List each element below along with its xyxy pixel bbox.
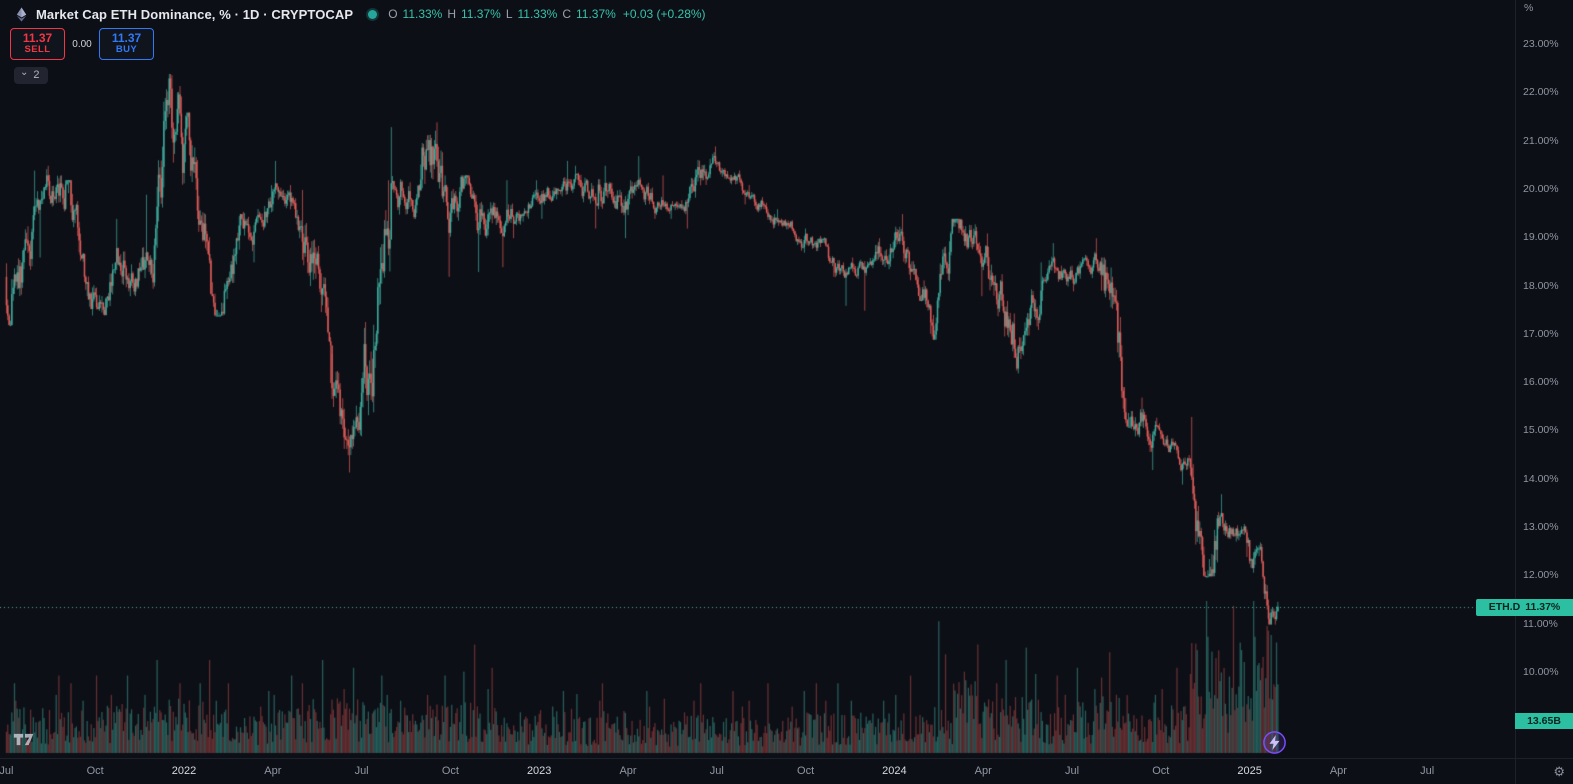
quick-action-lightning-icon[interactable]: [1262, 730, 1287, 755]
price-axis[interactable]: % 23.00% 22.00% 21.00% 20.00% 19.00% 18.00% 17…: [1515, 0, 1573, 758]
time-axis-label: Jul: [0, 765, 14, 777]
price-axis-label: 22.00%: [1523, 86, 1559, 99]
time-axis-label: Jul: [709, 765, 724, 777]
sell-button[interactable]: 11.37 SELL: [10, 28, 65, 60]
time-axis-label: Oct: [441, 765, 459, 777]
sell-label: SELL: [24, 44, 51, 56]
spread-value: 0.00: [72, 38, 92, 50]
tradingview-logo[interactable]: [12, 731, 38, 753]
time-axis-label: Jul: [1064, 765, 1080, 777]
buy-price: 11.37: [111, 31, 142, 46]
price-axis-label: 10.00%: [1523, 665, 1559, 678]
buy-button[interactable]: 11.37 BUY: [99, 28, 154, 60]
last-price-value: 11.37%: [1525, 601, 1561, 614]
time-axis-label: Oct: [86, 765, 104, 777]
ohlc-open-label: O: [388, 7, 398, 21]
time-axis-label: Apr: [264, 765, 282, 777]
ohlc-low-label: L: [505, 7, 513, 21]
ohlc-open-value: 11.33%: [402, 7, 443, 21]
price-axis-label: 21.00%: [1523, 134, 1559, 147]
buy-label: BUY: [115, 44, 138, 56]
ethereum-logo-icon: [14, 6, 29, 22]
indicator-count: 2: [33, 69, 40, 81]
time-axis-label: 2024: [882, 765, 907, 777]
time-axis-label: Oct: [797, 765, 815, 777]
price-axis-label: 15.00%: [1523, 424, 1559, 437]
symbol-title[interactable]: Market Cap ETH Dominance, % · 1D · CRYPT…: [36, 6, 354, 22]
price-axis-label: 17.00%: [1523, 327, 1559, 340]
time-axis-label: Apr: [1329, 765, 1347, 777]
last-volume-label: 13.65B: [1515, 713, 1573, 729]
time-axis-label: Apr: [974, 765, 992, 777]
last-price-symbol: ETH.D: [1488, 601, 1521, 614]
market-status-icon[interactable]: [368, 9, 378, 19]
buy-sell-widget: 11.37 SELL 0.00 11.37 BUY: [10, 28, 154, 60]
price-axis-label: 18.00%: [1523, 279, 1559, 292]
price-axis-label: 11.00%: [1523, 617, 1558, 630]
price-axis-label: 20.00%: [1523, 182, 1559, 195]
ohlc-high-value: 11.37%: [461, 7, 501, 21]
ohlc-values: O 11.33% H 11.37% L 11.33% C 11.37% +0.03 (+…: [388, 7, 705, 21]
price-axis-label: 16.00%: [1523, 376, 1559, 389]
chevron-down-icon: ⌄: [20, 67, 29, 78]
price-axis-label: 19.00%: [1523, 231, 1559, 244]
ohlc-change-value: +0.03 (+0.28%): [622, 7, 706, 21]
time-axis-label: Jul: [1420, 765, 1435, 777]
price-axis-label: 14.00%: [1523, 472, 1559, 485]
ohlc-close-value: 11.37%: [576, 7, 616, 21]
price-axis-label: 13.00%: [1523, 521, 1559, 533]
price-axis-label: 23.00%: [1523, 38, 1559, 50]
symbol-legend: Market Cap ETH Dominance, % · 1D · CRYPT…: [14, 4, 706, 24]
indicators-collapse-button[interactable]: ⌄ 2: [14, 67, 48, 84]
settings-gear-icon[interactable]: ⚙: [1553, 763, 1565, 779]
price-chart-canvas[interactable]: [0, 0, 1515, 758]
ohlc-low-value: 11.33%: [517, 7, 558, 21]
time-axis-label: 2025: [1237, 765, 1262, 777]
time-axis-label: Oct: [1152, 765, 1170, 777]
ohlc-close-label: C: [562, 7, 571, 21]
time-axis-label: 2023: [526, 765, 552, 777]
axis-corner: ⚙: [1515, 758, 1573, 784]
sell-price: 11.37: [22, 31, 53, 46]
price-axis-unit[interactable]: %: [1524, 2, 1534, 14]
time-axis-label: Apr: [619, 765, 637, 777]
time-axis-label: 2022: [171, 765, 197, 777]
time-axis[interactable]: Jul Oct 2022 Apr Jul Oct 2023 Apr Jul Oct 2024 Apr J…: [0, 758, 1515, 784]
price-axis-label: 12.00%: [1523, 569, 1559, 582]
last-price-label: ETH.D 11.37%: [1476, 598, 1573, 616]
time-axis-label: Jul: [354, 765, 369, 777]
ohlc-high-label: H: [447, 7, 457, 21]
chart-header: Market Cap ETH Dominance, % · 1D · CRYPT…: [0, 0, 706, 24]
